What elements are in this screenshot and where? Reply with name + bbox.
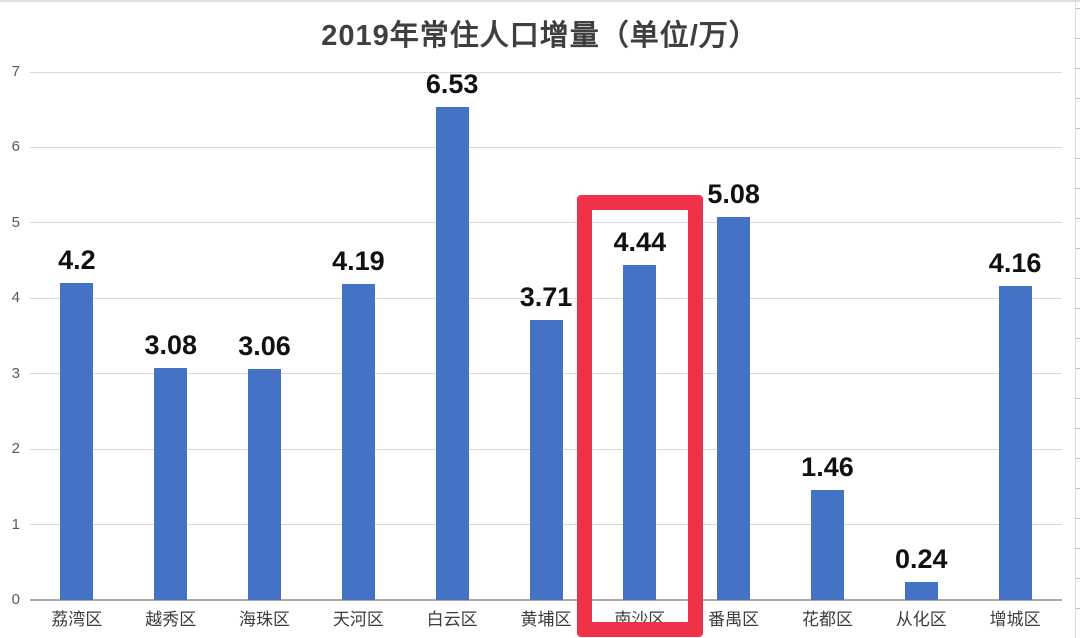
bar-value-label: 1.46 bbox=[801, 451, 854, 482]
bar-花都区 bbox=[810, 489, 844, 600]
bar-value-label: 0.24 bbox=[894, 543, 948, 574]
bar-value-label: 5.08 bbox=[707, 178, 760, 209]
ruler-tick-mark bbox=[1075, 8, 1080, 9]
bar-白云区 bbox=[435, 107, 469, 600]
x-axis-category-label: 海珠区 bbox=[239, 610, 291, 629]
bar-天河区 bbox=[341, 283, 375, 600]
x-axis-category-label: 白云区 bbox=[426, 610, 478, 629]
right-ruler-line bbox=[1075, 0, 1076, 638]
ruler-tick-mark bbox=[1075, 308, 1080, 309]
x-axis-category-label: 越秀区 bbox=[145, 610, 197, 629]
bar-value-label: 3.06 bbox=[238, 331, 291, 362]
x-axis-category-label: 从化区 bbox=[895, 610, 947, 629]
bar-value-label: 4.2 bbox=[58, 245, 96, 276]
x-axis-category-label: 增城区 bbox=[989, 610, 1041, 629]
highlight-box bbox=[576, 195, 703, 637]
x-axis-line bbox=[30, 599, 1062, 601]
y-gridline bbox=[30, 146, 1062, 148]
y-axis-tick-label: 2 bbox=[11, 440, 20, 458]
ruler-tick-mark bbox=[1075, 128, 1080, 129]
bar-越秀区 bbox=[154, 367, 188, 600]
bar-value-label: 3.71 bbox=[519, 282, 573, 313]
bar-南沙区 bbox=[623, 265, 657, 600]
bar-番禺区 bbox=[717, 216, 751, 600]
ruler-tick-mark bbox=[1075, 188, 1080, 189]
y-axis-tick-label: 3 bbox=[11, 364, 20, 382]
y-gridline bbox=[30, 71, 1062, 73]
bar-海珠区 bbox=[248, 369, 282, 600]
x-axis-category-label: 番禺区 bbox=[708, 610, 760, 629]
ruler-tick-mark bbox=[1075, 38, 1080, 39]
y-axis-tick-label: 5 bbox=[11, 213, 20, 231]
ruler-tick-mark bbox=[1075, 398, 1080, 399]
bar-黄埔区 bbox=[529, 320, 563, 600]
top-border-line bbox=[0, 0, 1080, 2]
ruler-tick-mark bbox=[1075, 548, 1080, 549]
x-axis-category-label: 天河区 bbox=[332, 610, 384, 629]
ruler-tick-mark bbox=[1075, 518, 1080, 519]
ruler-tick-mark bbox=[1075, 578, 1080, 579]
ruler-tick-mark bbox=[1075, 248, 1080, 249]
bar-value-label: 4.44 bbox=[613, 227, 667, 258]
ruler-tick-mark bbox=[1075, 98, 1080, 99]
y-axis-tick-label: 6 bbox=[11, 138, 20, 156]
ruler-tick-mark bbox=[1075, 338, 1080, 339]
ruler-tick-mark bbox=[1075, 218, 1080, 219]
x-axis-category-label: 花都区 bbox=[801, 610, 853, 629]
bar-增城区 bbox=[998, 286, 1032, 600]
bar-荔湾区 bbox=[60, 283, 94, 600]
ruler-tick-mark bbox=[1075, 458, 1080, 459]
y-axis-tick-label: 1 bbox=[11, 515, 20, 533]
ruler-tick-mark bbox=[1075, 158, 1080, 159]
ruler-tick-mark bbox=[1075, 488, 1080, 489]
y-gridline bbox=[30, 297, 1062, 299]
y-axis-tick-label: 0 bbox=[11, 591, 20, 608]
ruler-tick-mark bbox=[1075, 278, 1080, 279]
bar-value-label: 4.19 bbox=[332, 245, 385, 276]
y-axis-tick-label: 7 bbox=[11, 63, 20, 80]
bar-value-label: 3.08 bbox=[144, 329, 197, 360]
bar-从化区 bbox=[904, 581, 938, 600]
ruler-tick-mark bbox=[1075, 68, 1080, 69]
ruler-tick-mark bbox=[1075, 428, 1080, 429]
y-axis-tick-label: 4 bbox=[11, 289, 20, 307]
ruler-tick-mark bbox=[1075, 608, 1080, 609]
x-axis-category-label: 荔湾区 bbox=[51, 610, 103, 629]
bar-value-label: 4.16 bbox=[988, 248, 1042, 279]
bar-value-label: 6.53 bbox=[425, 69, 479, 100]
x-axis-category-label: 黄埔区 bbox=[520, 610, 572, 629]
ruler-tick-mark bbox=[1075, 368, 1080, 369]
y-gridline bbox=[30, 222, 1062, 224]
chart-title: 2019年常住人口增量（单位/万） bbox=[321, 20, 759, 52]
